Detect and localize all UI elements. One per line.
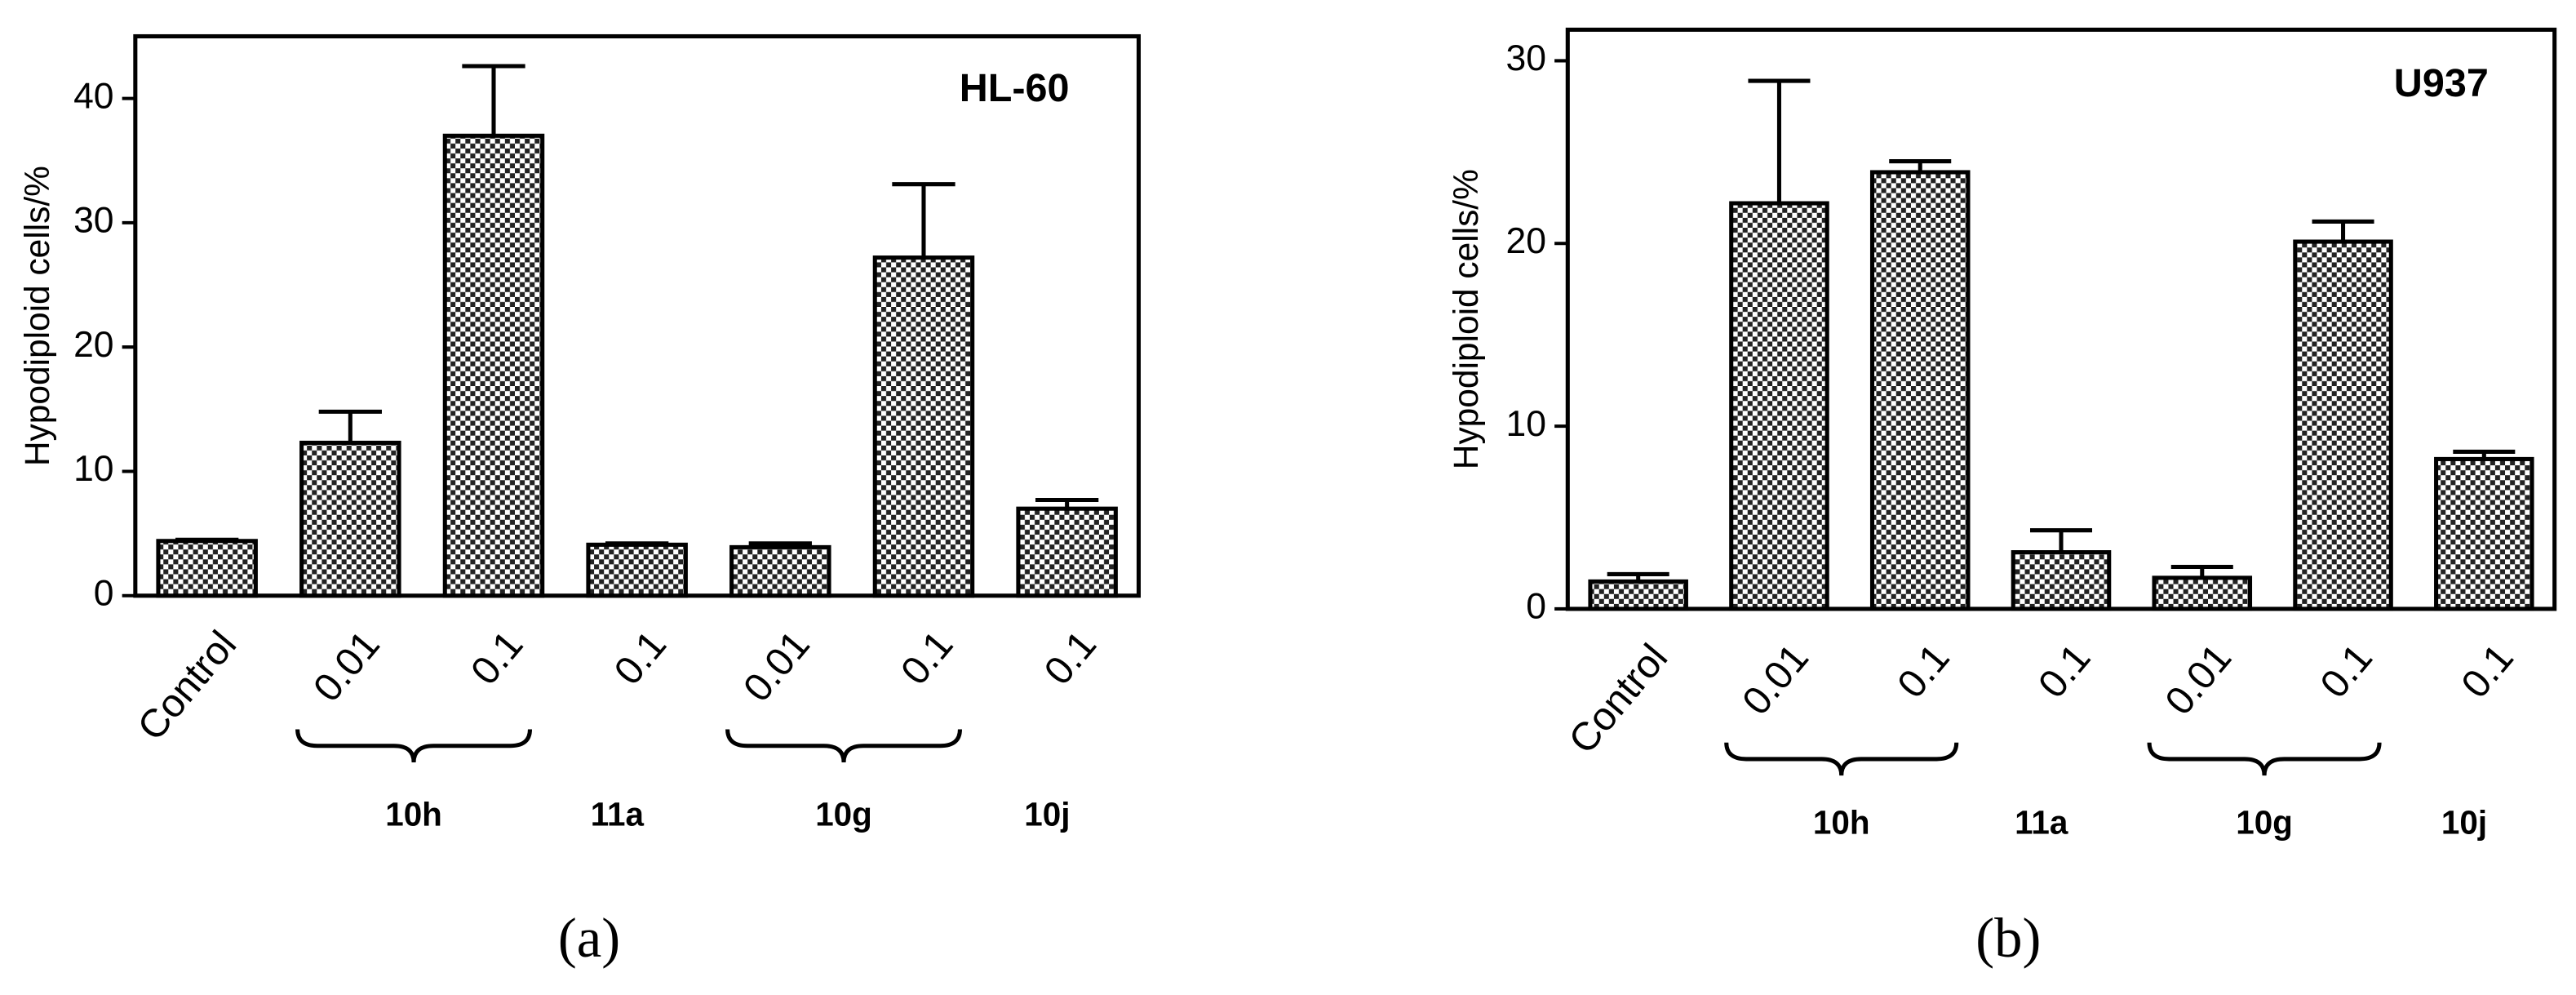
y-tick-label: 10: [1506, 404, 1546, 444]
x-tick-label: Control: [129, 623, 245, 748]
y-axis-label: Hypodiploid cells/%: [18, 166, 56, 466]
y-tick-label: 30: [1506, 38, 1546, 78]
group-label: 10j: [1024, 795, 1070, 833]
group-brace: [725, 729, 962, 763]
x-tick-label: 0.1: [605, 623, 675, 693]
bar: [1729, 201, 1829, 611]
y-axis-label: Hypodiploid cells/%: [1447, 169, 1485, 469]
bar: [1588, 579, 1688, 611]
group-label: 10h: [1813, 803, 1870, 841]
group-brace: [2147, 742, 2382, 776]
bar: [2011, 550, 2112, 611]
bar: [156, 539, 258, 598]
panel-label: (b): [1975, 907, 2041, 969]
y-tick-label: 30: [73, 201, 113, 241]
group-label: 11a: [591, 795, 645, 833]
chart-title: U937: [2394, 61, 2489, 105]
x-tick-label: 0.1: [2453, 636, 2522, 706]
x-tick-label: 0.1: [2312, 636, 2381, 706]
x-tick-label: 0.1: [1889, 636, 1958, 706]
group-brace: [295, 729, 533, 763]
group-label: 10g: [815, 795, 872, 833]
bar: [729, 544, 831, 598]
y-tick-label: 20: [73, 325, 113, 365]
bar: [299, 440, 401, 598]
group-label: 10g: [2236, 803, 2293, 841]
bar: [442, 133, 545, 598]
bar: [586, 542, 688, 598]
x-tick-label: 0.01: [735, 623, 818, 710]
group-brace: [1724, 742, 1959, 776]
x-tick-label: 0.1: [1035, 623, 1105, 693]
x-tick-label: Control: [1560, 636, 1676, 762]
x-tick-label: 0.01: [1734, 636, 1817, 723]
plot-frame: [1565, 27, 2557, 611]
x-tick-label: 0.1: [893, 623, 962, 693]
group-label: 11a: [2015, 803, 2068, 841]
group-label: 10h: [385, 795, 442, 833]
bar: [1869, 170, 1971, 611]
chart-title: HL-60: [960, 66, 1070, 110]
x-tick-label: 0.1: [2030, 636, 2099, 706]
bar: [2434, 456, 2534, 611]
x-tick-label: 0.1: [463, 623, 532, 693]
x-tick-label: 0.01: [2157, 636, 2240, 723]
y-tick-label: 0: [94, 574, 114, 614]
y-tick-label: 10: [73, 449, 113, 489]
panel-label: (a): [558, 907, 620, 969]
bar: [872, 255, 975, 598]
group-label: 10j: [2441, 803, 2487, 841]
bar: [1016, 506, 1118, 598]
y-tick-label: 20: [1506, 221, 1546, 261]
bar: [2293, 239, 2393, 611]
plot-frame: [133, 33, 1141, 598]
y-tick-label: 0: [1526, 587, 1546, 627]
x-tick-label: 0.01: [305, 623, 388, 710]
y-tick-label: 40: [73, 76, 113, 116]
bar: [2152, 575, 2253, 611]
